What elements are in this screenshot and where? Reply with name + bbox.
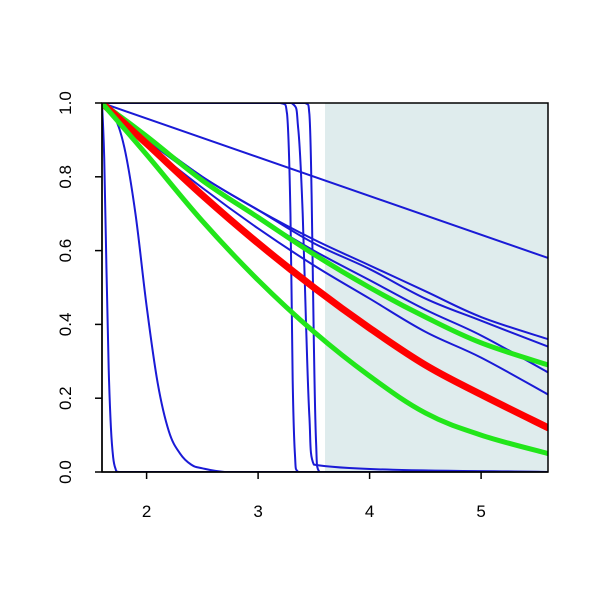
x-tick-label: 5 <box>476 502 485 521</box>
series-line-blue-7 <box>102 103 548 472</box>
series-line-blue-9 <box>102 103 548 472</box>
y-tick-label: 0.8 <box>56 165 75 189</box>
y-tick-label: 0.4 <box>56 313 75 337</box>
axes: 2 3 4 5 0.0 0.2 0.4 0.6 0.8 1.0 <box>56 91 548 521</box>
y-tick-label: 0.2 <box>56 386 75 410</box>
y-tick-label: 1.0 <box>56 91 75 115</box>
x-tick-label: 2 <box>142 502 151 521</box>
series-line-green-12 <box>102 103 548 457</box>
y-tick-label: 0.6 <box>56 239 75 263</box>
series-line-red-11 <box>102 103 548 432</box>
series-line-blue-6 <box>102 103 548 472</box>
series-group <box>102 103 548 472</box>
y-tick-label: 0.0 <box>56 460 75 484</box>
series-line-blue-0 <box>102 103 548 259</box>
x-tick-label: 4 <box>365 502 374 521</box>
series-line-green-10 <box>102 103 548 368</box>
x-tick-label: 3 <box>253 502 262 521</box>
